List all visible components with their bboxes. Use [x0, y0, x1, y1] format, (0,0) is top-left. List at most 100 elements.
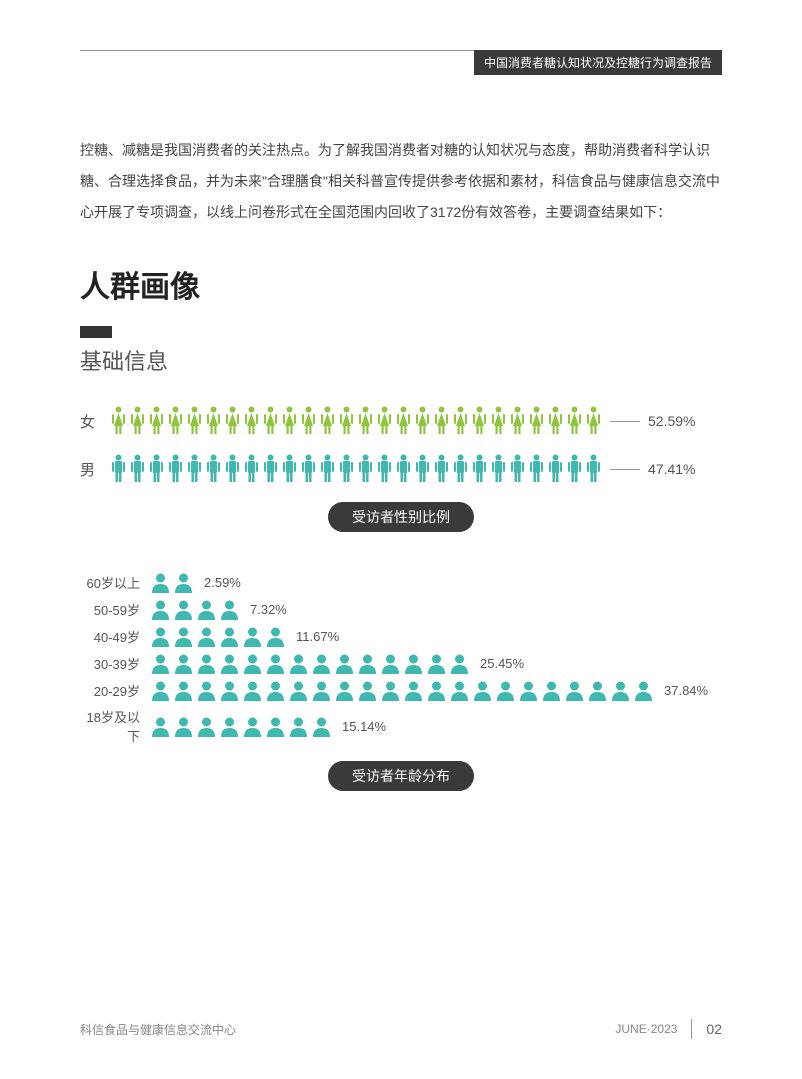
person-bust-icon — [219, 653, 240, 674]
person-male-icon — [414, 454, 431, 484]
person-male-icon — [262, 454, 279, 484]
person-female-icon — [148, 406, 165, 436]
person-bust-icon — [242, 680, 263, 701]
age-row: 20-29岁 — [80, 680, 722, 701]
person-bust-icon — [173, 599, 194, 620]
icon-strip — [150, 572, 194, 593]
person-male-icon — [224, 454, 241, 484]
person-male-icon — [357, 454, 374, 484]
person-bust-icon — [357, 653, 378, 674]
person-bust-icon — [610, 680, 631, 701]
person-bust-icon — [196, 626, 217, 647]
person-male-icon — [110, 454, 127, 484]
person-male-icon — [281, 454, 298, 484]
person-bust-icon — [150, 680, 171, 701]
gender-caption: 受访者性别比例 — [328, 502, 474, 532]
gender-row: 女 — [80, 406, 722, 436]
person-male-icon — [509, 454, 526, 484]
age-label: 18岁及以下 — [80, 707, 140, 745]
person-bust-icon — [472, 680, 493, 701]
person-bust-icon — [242, 653, 263, 674]
age-row: 18岁及以下 15.14% — [80, 707, 722, 745]
person-bust-icon — [380, 680, 401, 701]
person-bust-icon — [541, 680, 562, 701]
person-male-icon — [148, 454, 165, 484]
person-female-icon — [319, 406, 336, 436]
age-label: 50-59岁 — [80, 600, 140, 619]
person-bust-icon — [173, 716, 194, 737]
person-bust-icon — [449, 653, 470, 674]
age-label: 60岁以上 — [80, 573, 140, 592]
age-percent: 2.59% — [204, 575, 241, 590]
person-bust-icon — [265, 626, 286, 647]
person-female-icon — [585, 406, 602, 436]
age-caption: 受访者年龄分布 — [328, 761, 474, 791]
person-bust-icon — [265, 680, 286, 701]
person-bust-icon — [219, 716, 240, 737]
person-bust-icon — [380, 653, 401, 674]
person-female-icon — [205, 406, 222, 436]
person-male-icon — [471, 454, 488, 484]
person-male-icon — [129, 454, 146, 484]
person-male-icon — [243, 454, 260, 484]
person-male-icon — [300, 454, 317, 484]
person-male-icon — [452, 454, 469, 484]
person-male-icon — [186, 454, 203, 484]
age-row: 50-59岁 7.32% — [80, 599, 722, 620]
person-bust-icon — [426, 653, 447, 674]
person-female-icon — [395, 406, 412, 436]
person-bust-icon — [173, 626, 194, 647]
footer-org: 科信食品与健康信息交流中心 — [80, 1021, 236, 1038]
person-male-icon — [319, 454, 336, 484]
age-percent: 11.67% — [296, 629, 339, 644]
footer: 科信食品与健康信息交流中心 JUNE·2023 02 — [80, 1019, 722, 1039]
person-bust-icon — [311, 680, 332, 701]
subsection-title: 基础信息 — [80, 344, 722, 376]
age-row: 60岁以上 2.59% — [80, 572, 722, 593]
person-bust-icon — [265, 653, 286, 674]
person-bust-icon — [219, 626, 240, 647]
icon-strip — [150, 716, 332, 737]
person-female-icon — [300, 406, 317, 436]
person-female-icon — [547, 406, 564, 436]
person-female-icon — [452, 406, 469, 436]
person-female-icon — [414, 406, 431, 436]
person-female-icon — [376, 406, 393, 436]
person-bust-icon — [196, 653, 217, 674]
person-female-icon — [243, 406, 260, 436]
person-female-icon — [566, 406, 583, 436]
person-bust-icon — [357, 680, 378, 701]
person-male-icon — [547, 454, 564, 484]
icon-strip — [150, 680, 654, 701]
person-bust-icon — [495, 680, 516, 701]
person-bust-icon — [403, 680, 424, 701]
person-male-icon — [376, 454, 393, 484]
person-bust-icon — [311, 716, 332, 737]
icon-strip — [110, 406, 602, 436]
person-bust-icon — [587, 680, 608, 701]
section-title: 人群画像 — [80, 262, 722, 306]
person-bust-icon — [426, 680, 447, 701]
age-row: 30-39岁 25.45% — [80, 653, 722, 674]
person-bust-icon — [150, 716, 171, 737]
accent-bar — [80, 326, 112, 338]
person-female-icon — [167, 406, 184, 436]
age-label: 20-29岁 — [80, 681, 140, 700]
person-bust-icon — [173, 680, 194, 701]
person-bust-icon — [334, 680, 355, 701]
person-male-icon — [528, 454, 545, 484]
person-bust-icon — [219, 680, 240, 701]
gender-percent: 52.59% — [648, 413, 695, 429]
person-female-icon — [262, 406, 279, 436]
person-female-icon — [509, 406, 526, 436]
person-male-icon — [395, 454, 412, 484]
age-row: 40-49岁 11.67% — [80, 626, 722, 647]
person-bust-icon — [242, 716, 263, 737]
person-female-icon — [528, 406, 545, 436]
person-female-icon — [490, 406, 507, 436]
person-male-icon — [167, 454, 184, 484]
person-bust-icon — [196, 599, 217, 620]
person-bust-icon — [449, 680, 470, 701]
person-bust-icon — [150, 626, 171, 647]
person-female-icon — [186, 406, 203, 436]
